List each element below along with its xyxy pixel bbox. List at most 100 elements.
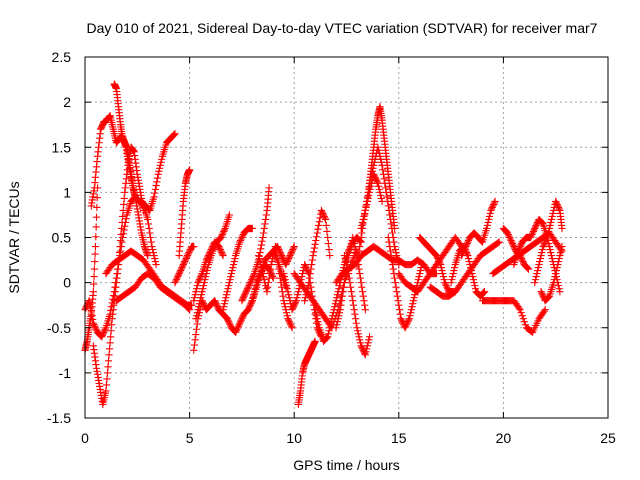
data-point bbox=[237, 316, 245, 324]
data-point bbox=[545, 242, 554, 251]
data-point bbox=[331, 303, 339, 311]
data-point bbox=[381, 184, 390, 192]
data-point bbox=[520, 318, 528, 326]
data-point bbox=[174, 273, 182, 281]
data-point bbox=[404, 316, 413, 324]
series-pass-36 bbox=[478, 297, 549, 336]
data-point bbox=[337, 301, 345, 309]
data-point bbox=[417, 263, 425, 272]
data-point bbox=[479, 289, 487, 297]
data-point bbox=[464, 254, 473, 263]
data-point bbox=[150, 193, 158, 201]
data-point bbox=[331, 300, 339, 308]
data-point bbox=[308, 260, 316, 269]
data-point bbox=[286, 251, 294, 260]
data-point bbox=[104, 363, 112, 371]
data-point bbox=[409, 300, 417, 308]
data-point bbox=[303, 288, 311, 296]
data-point bbox=[276, 274, 284, 282]
data-point bbox=[541, 306, 549, 314]
data-point bbox=[267, 260, 275, 269]
data-point bbox=[334, 315, 342, 323]
x-tick-label: 20 bbox=[496, 430, 512, 446]
data-point bbox=[284, 288, 292, 296]
data-point bbox=[483, 224, 491, 233]
data-point bbox=[107, 327, 115, 335]
data-point bbox=[448, 273, 457, 281]
data-point bbox=[437, 263, 445, 272]
data-point bbox=[354, 330, 362, 338]
data-point bbox=[308, 256, 316, 264]
data-point bbox=[521, 321, 529, 329]
data-point bbox=[552, 266, 560, 275]
data-point bbox=[480, 288, 489, 296]
data-point bbox=[407, 306, 415, 314]
data-point bbox=[280, 297, 288, 305]
data-point bbox=[217, 247, 225, 255]
data-point bbox=[229, 263, 237, 272]
data-point bbox=[211, 298, 220, 306]
data-point bbox=[234, 322, 243, 330]
data-point bbox=[190, 341, 199, 349]
data-point bbox=[307, 265, 315, 273]
data-point bbox=[365, 336, 373, 344]
data-point bbox=[443, 283, 451, 291]
data-point bbox=[507, 236, 515, 245]
data-point bbox=[341, 254, 349, 263]
data-point bbox=[238, 233, 246, 242]
data-point bbox=[302, 263, 310, 272]
data-point bbox=[236, 238, 244, 246]
data-point bbox=[546, 221, 554, 230]
data-point bbox=[285, 294, 293, 302]
data-point bbox=[219, 229, 227, 237]
data-point bbox=[194, 279, 202, 287]
data-point bbox=[529, 227, 537, 236]
data-point bbox=[151, 185, 160, 193]
data-point bbox=[392, 248, 400, 257]
data-point bbox=[467, 266, 475, 275]
data-point bbox=[516, 242, 524, 251]
data-point bbox=[515, 304, 523, 312]
data-point bbox=[90, 265, 99, 273]
data-point bbox=[545, 227, 553, 236]
data-point bbox=[280, 300, 289, 308]
data-point bbox=[549, 209, 557, 218]
data-point bbox=[518, 256, 526, 264]
data-point bbox=[471, 282, 479, 290]
data-point bbox=[335, 285, 343, 293]
data-point bbox=[554, 260, 562, 269]
data-point bbox=[545, 224, 554, 233]
data-point bbox=[447, 279, 455, 287]
data-point bbox=[532, 221, 540, 230]
data-point bbox=[131, 193, 139, 201]
data-point bbox=[309, 251, 317, 260]
data-point bbox=[281, 303, 289, 311]
data-point bbox=[242, 288, 250, 296]
data-point bbox=[374, 182, 383, 190]
data-point bbox=[333, 291, 342, 299]
data-point bbox=[274, 260, 282, 269]
data-point bbox=[153, 174, 162, 182]
data-point bbox=[533, 220, 541, 228]
data-point bbox=[238, 315, 246, 323]
data-point bbox=[91, 257, 99, 266]
data-point bbox=[171, 130, 179, 138]
data-point bbox=[471, 285, 480, 293]
data-point bbox=[551, 273, 559, 281]
data-point bbox=[139, 206, 148, 215]
data-point bbox=[235, 321, 243, 329]
data-point bbox=[245, 303, 254, 311]
data-point bbox=[394, 297, 402, 305]
data-point bbox=[238, 232, 247, 240]
data-point bbox=[439, 273, 448, 281]
data-point bbox=[190, 346, 198, 354]
data-point bbox=[355, 333, 363, 341]
data-point bbox=[335, 312, 343, 320]
data-point bbox=[193, 309, 201, 317]
series-pass-14 bbox=[219, 224, 256, 314]
data-point bbox=[558, 224, 566, 233]
data-point bbox=[361, 306, 369, 314]
data-point bbox=[119, 206, 127, 215]
x-axis-label: GPS time / hours bbox=[293, 457, 400, 473]
data-point bbox=[377, 191, 385, 199]
